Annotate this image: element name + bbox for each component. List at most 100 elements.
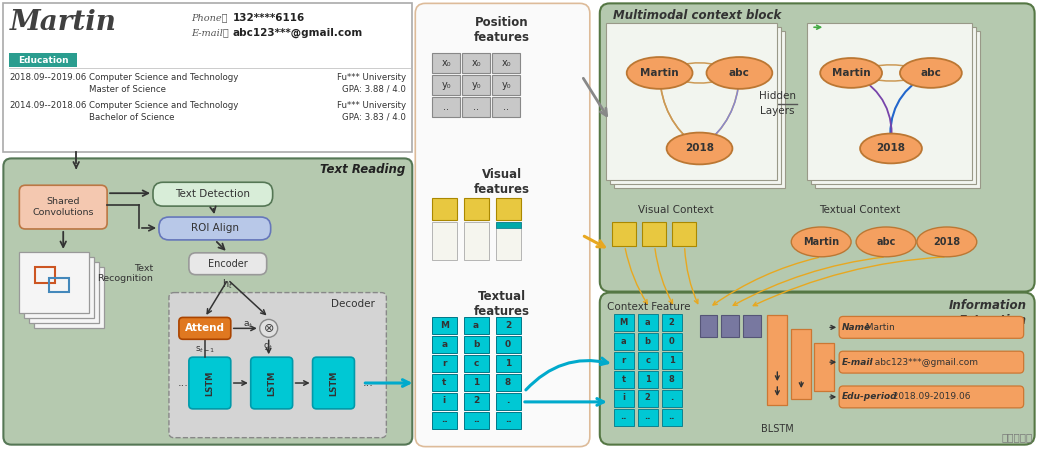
Text: a$_t$: a$_t$ [243, 319, 254, 330]
Bar [9, 53, 77, 67]
Bar [432, 412, 457, 429]
Text: 1: 1 [473, 378, 479, 387]
FancyBboxPatch shape [416, 4, 590, 446]
Text: 2: 2 [473, 396, 479, 405]
FancyBboxPatch shape [189, 253, 267, 274]
Text: 2018.09--2019.06: 2018.09--2019.06 [9, 73, 86, 82]
Bar [464, 317, 489, 334]
Text: ROI Align: ROI Align [191, 223, 239, 233]
Text: a: a [645, 318, 650, 327]
Bar [638, 315, 658, 331]
Bar [662, 371, 682, 388]
Text: Text Detection: Text Detection [176, 189, 250, 199]
Bar [721, 315, 740, 338]
Text: b: b [473, 340, 479, 349]
Text: Decoder: Decoder [330, 298, 374, 309]
Text: abc: abc [876, 237, 896, 247]
Text: Hidden: Hidden [758, 91, 796, 101]
Bar [496, 222, 521, 260]
Text: LSTM: LSTM [267, 370, 276, 396]
Text: : 2018.09-2019.06: : 2018.09-2019.06 [887, 392, 970, 401]
Text: abc123***@gmail.com: abc123***@gmail.com [233, 28, 363, 39]
FancyBboxPatch shape [3, 158, 412, 445]
Bar [614, 315, 634, 331]
Text: : abc123***@gmail.com: : abc123***@gmail.com [869, 358, 978, 367]
Ellipse shape [860, 134, 922, 163]
Text: abc: abc [921, 68, 941, 78]
Bar [464, 393, 489, 410]
Text: 8: 8 [669, 374, 674, 383]
Text: 2: 2 [669, 318, 674, 327]
Ellipse shape [792, 227, 851, 257]
Bar [662, 390, 682, 407]
Text: Attend: Attend [185, 324, 224, 333]
FancyBboxPatch shape [189, 357, 231, 409]
Bar [464, 412, 489, 429]
Text: E-mail：: E-mail： [191, 28, 229, 37]
Text: LSTM: LSTM [206, 370, 214, 396]
Bar [492, 75, 520, 95]
Text: ..: .. [620, 412, 627, 421]
Bar [496, 222, 521, 228]
Text: Martin: Martin [803, 237, 840, 247]
Text: M: M [439, 321, 449, 330]
Bar [811, 27, 976, 184]
Text: a: a [621, 337, 627, 346]
Text: Multimodal context block: Multimodal context block [613, 9, 781, 22]
Text: ..: .. [668, 412, 675, 421]
Bar [464, 336, 489, 353]
Text: 2018: 2018 [685, 144, 714, 153]
Bar [462, 75, 490, 95]
Text: Master of Science: Master of Science [89, 85, 166, 94]
FancyBboxPatch shape [600, 292, 1035, 445]
Bar [699, 315, 718, 338]
Text: Computer Science and Technology: Computer Science and Technology [89, 73, 239, 82]
Bar [496, 355, 521, 372]
Text: Layers: Layers [761, 106, 795, 116]
Text: x₀: x₀ [442, 58, 451, 68]
FancyBboxPatch shape [153, 182, 272, 206]
Ellipse shape [707, 57, 772, 89]
Text: ..: .. [505, 415, 511, 424]
Bar [432, 355, 457, 372]
Text: a: a [442, 340, 447, 349]
FancyBboxPatch shape [169, 292, 387, 438]
Bar [614, 31, 785, 188]
FancyBboxPatch shape [600, 4, 1035, 292]
Bar [614, 352, 634, 369]
Bar [612, 222, 636, 246]
Text: 1: 1 [645, 374, 650, 383]
Text: ⊗: ⊗ [264, 322, 274, 335]
Ellipse shape [856, 227, 916, 257]
Text: x₀: x₀ [501, 58, 511, 68]
Text: ..: .. [503, 102, 509, 112]
Bar [462, 97, 490, 117]
Text: Textual
features: Textual features [474, 290, 530, 318]
Text: Computer Science and Technology: Computer Science and Technology [89, 101, 239, 110]
Circle shape [260, 320, 277, 338]
Bar [496, 336, 521, 353]
Bar [815, 343, 834, 391]
Bar [432, 336, 457, 353]
Bar [35, 267, 55, 283]
Bar [432, 198, 457, 220]
Bar [638, 409, 658, 426]
Text: i: i [622, 393, 625, 402]
Text: x₀: x₀ [472, 58, 481, 68]
Text: g$_t$: g$_t$ [264, 341, 274, 352]
Bar [462, 53, 490, 73]
Text: Martin: Martin [9, 9, 116, 36]
Text: ..: .. [473, 415, 479, 424]
Text: 2018: 2018 [933, 237, 960, 247]
FancyBboxPatch shape [250, 357, 293, 409]
Text: ...: ... [178, 378, 188, 388]
Text: ..: .. [473, 102, 479, 112]
Bar [432, 53, 460, 73]
Text: Name: Name [843, 323, 872, 332]
Ellipse shape [917, 227, 977, 257]
Bar [3, 4, 412, 153]
Bar [610, 27, 781, 184]
Ellipse shape [900, 58, 962, 88]
Text: 2: 2 [505, 321, 511, 330]
FancyBboxPatch shape [840, 386, 1023, 408]
